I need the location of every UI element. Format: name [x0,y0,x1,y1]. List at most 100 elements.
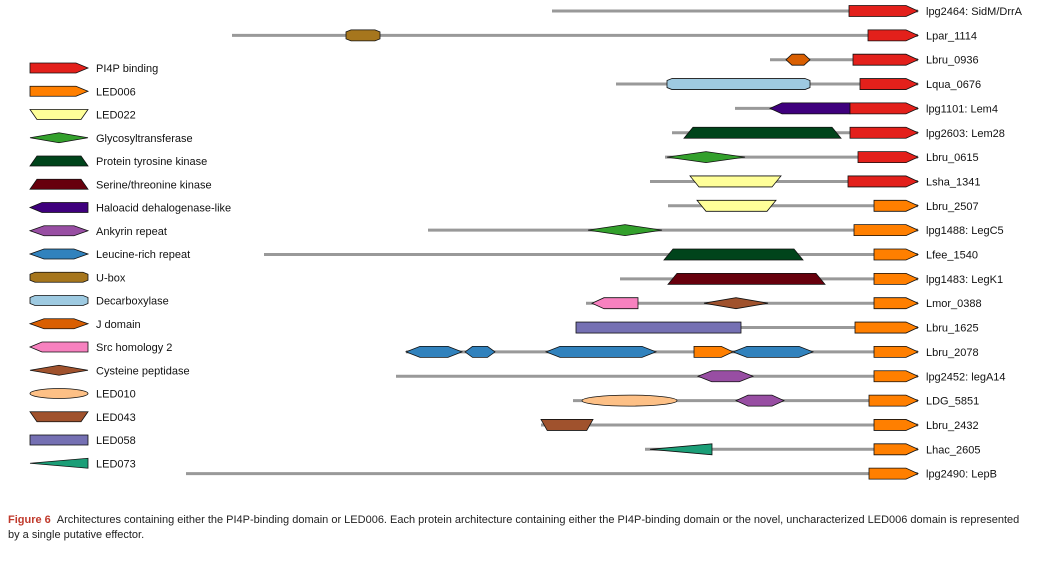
legend-item-src-homology-2: Src homology 2 [28,341,172,354]
protein-ldg-5851: LDG_5851 [573,394,979,408]
legend-swatch-led073 [29,457,89,469]
protein-label: lpg2603: Lem28 [926,128,1005,140]
legend-label: Leucine-rich repeat [96,249,190,261]
domain-pi4p-binding [867,29,919,42]
domain-haloacid-dehalogenase-like [769,102,851,115]
domain-led006 [873,419,919,431]
legend-item-led022: LED022 [29,109,136,122]
domain-decarboxylase [666,78,811,90]
legend: PI4P binding LED006 LED022 Glycosyltransfer… [28,62,231,470]
domain-led006 [868,394,919,407]
domain-led058 [575,321,742,334]
domain-pi4p-binding [859,78,919,90]
legend-swatch-led010 [29,388,89,399]
legend-item-leucine-rich-repeat: Leucine-rich repeat [28,248,190,261]
legend-item-serine-threonine-kinase: Serine/threonine kinase [29,178,212,191]
legend-label: LED058 [96,435,136,447]
protein-label: Lbru_2507 [926,201,979,213]
legend-swatch-haloacid-dehalogenase-like [28,202,89,213]
protein-label: lpg2464: SidM/DrrA [926,6,1023,18]
protein-lbru-2078: Lbru_2078 [404,345,979,359]
legend-swatch-cysteine-peptidase [29,364,89,376]
domain-led022 [689,175,782,188]
legend-swatch-ankyrin-repeat [28,225,90,237]
domain-glycosyltransferase [587,224,663,237]
legend-label: U-box [96,272,126,284]
domain-led006 [873,443,919,456]
protein-label: Lpar_1114 [926,30,977,42]
legend-label: Serine/threonine kinase [96,179,212,191]
legend-item-glycosyltransferase: Glycosyltransferase [29,132,193,145]
domain-protein-tyrosine-kinase [663,248,804,261]
domain-pi4p-binding [848,5,919,17]
protein-lpg1101-lem4: lpg1101: Lem4 [735,102,998,115]
protein-lbru-0936: Lbru_0936 [770,53,979,67]
protein-label: lpg2452: legA14 [926,371,1006,383]
legend-item-decarboxylase: Decarboxylase [29,295,169,308]
protein-lbru-1625: Lbru_1625 [575,321,979,335]
legend-swatch-src-homology-2 [28,341,89,353]
domain-src-homology-2 [591,297,639,310]
domain-glycosyltransferase [666,151,746,164]
protein-label: LDG_5851 [926,396,979,408]
domain-led006 [873,297,919,310]
protein-label: Lbru_2432 [926,420,979,432]
legend-label: Haloacid dehalogenase-like [96,203,231,215]
legend-swatch-pi4p-binding [29,62,90,74]
domain-serine-threonine-kinase [667,272,826,285]
protein-lsha-1341: Lsha_1341 [650,175,980,188]
domain-ankyrin-repeat [696,370,755,383]
legend-item-led058: LED058 [29,434,136,447]
domain-led043 [540,419,594,431]
legend-item-led073: LED073 [29,457,136,470]
legend-label: Cysteine peptidase [96,365,190,377]
domain-leucine-rich-repeat [544,345,658,358]
legend-swatch-leucine-rich-repeat [28,248,90,260]
legend-label: Protein tyrosine kinase [96,156,207,168]
protein-label: Lbru_2078 [926,347,979,359]
protein-label: Lmor_0388 [926,298,982,310]
legend-swatch-led043 [29,411,89,423]
protein-label: lpg1483: LegK1 [926,274,1003,286]
domain-pi4p-binding [852,53,919,66]
domain-led073 [649,443,713,456]
legend-swatch-led058 [29,434,89,446]
protein-lpg2464-sidm-drra: lpg2464: SidM/DrrA [552,5,1023,18]
protein-label: Lfee_1540 [926,250,978,262]
legend-swatch-protein-tyrosine-kinase [29,155,89,167]
legend-item-ankyrin-repeat: Ankyrin repeat [28,225,167,238]
domain-led006 [854,321,919,334]
domain-j-domain [785,53,811,66]
legend-label: PI4P binding [96,63,158,75]
legend-item-led043: LED043 [29,411,136,424]
domain-led022 [696,199,777,212]
figure-caption: Figure 6 Architectures containing either … [8,513,1028,543]
domain-led006 [853,224,919,237]
legend-label: LED006 [96,86,136,98]
legend-swatch-decarboxylase [29,295,89,306]
domain-cysteine-peptidase [703,297,769,310]
legend-label: LED022 [96,110,136,122]
domain-leucine-rich-repeat [404,345,464,358]
protein-lpar-1114: Lpar_1114 [232,29,977,42]
domain-led006 [873,345,919,358]
protein-label: lpg1101: Lem4 [926,103,998,115]
protein-lpg2452-lega14: lpg2452: legA14 [396,370,1006,383]
protein-lbru-2507: Lbru_2507 [668,199,979,213]
legend-swatch-j-domain [28,318,90,330]
legend-label: LED010 [96,389,136,401]
legend-swatch-serine-threonine-kinase [29,178,89,190]
legend-label: Src homology 2 [96,342,172,354]
caption-text: Architectures containing either the PI4P… [8,514,1020,541]
protein-lqua-0676: Lqua_0676 [616,78,981,91]
domain-pi4p-binding [849,102,919,115]
legend-item-haloacid-dehalogenase-like: Haloacid dehalogenase-like [28,202,231,215]
legend-swatch-glycosyltransferase [29,132,89,144]
domain-led006 [873,199,919,212]
protein-lpg2603-lem28: lpg2603: Lem28 [672,126,1005,140]
domain-led006 [873,370,919,383]
protein-architectures: lpg2464: SidM/DrrA Lpar_1114 Lbru_0936 Lqua… [186,5,1023,481]
domain-led006 [873,272,919,285]
protein-label: Lqua_0676 [926,79,981,91]
protein-label: Lbru_1625 [926,323,979,335]
